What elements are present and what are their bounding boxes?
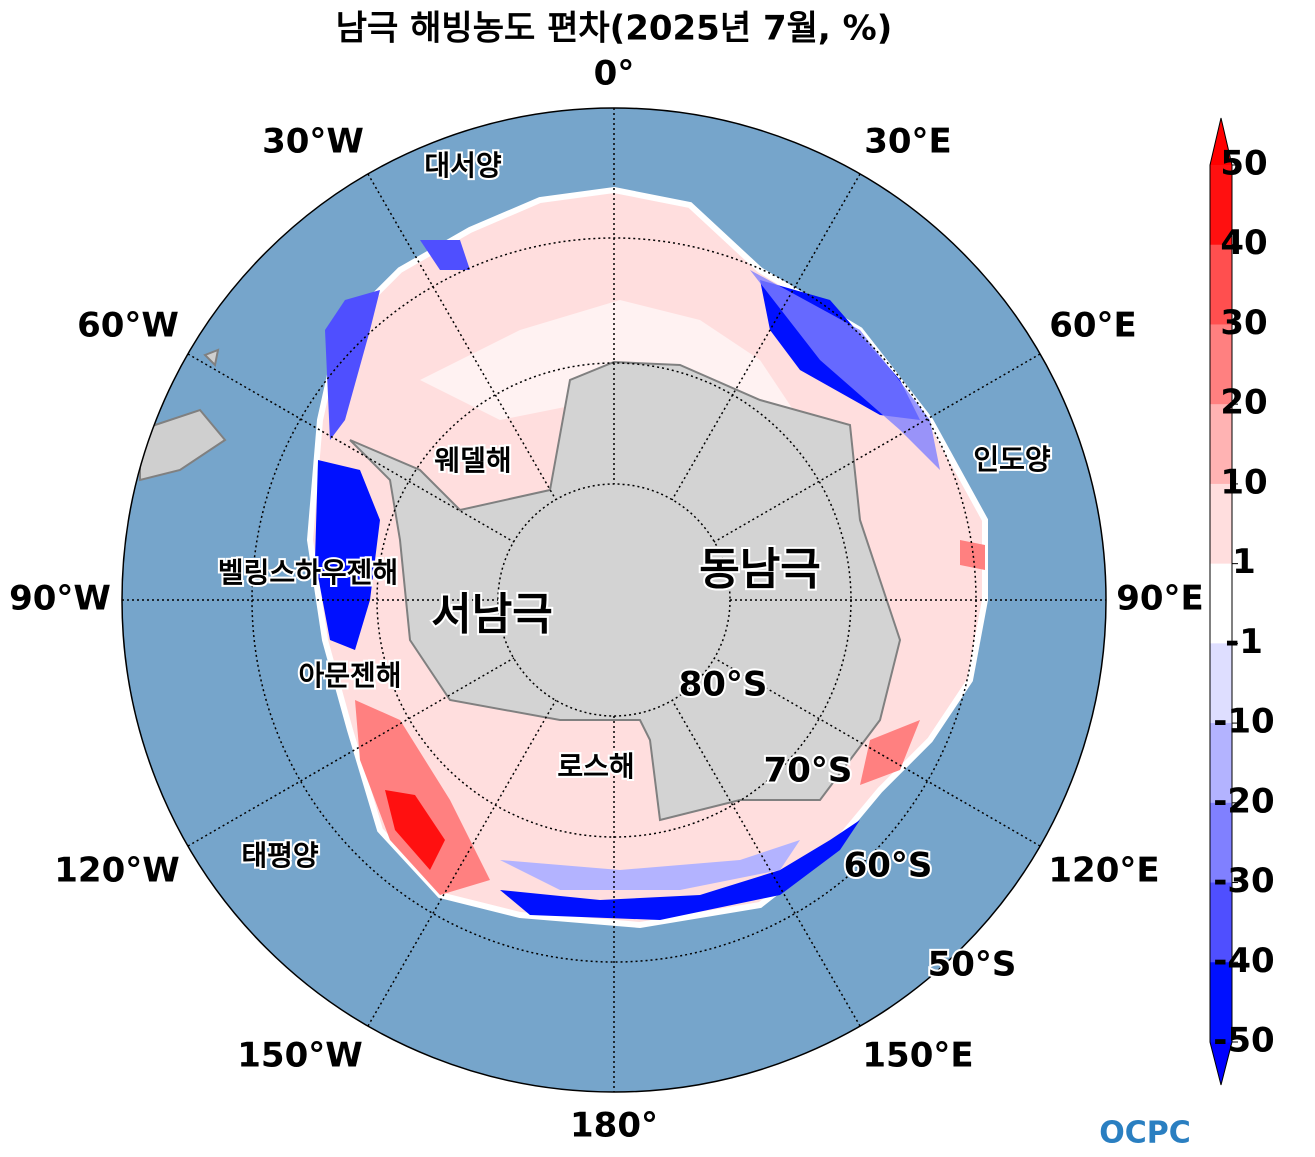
longitude-label: 120°W: [54, 851, 179, 891]
longitude-label: 30°E: [864, 122, 952, 162]
longitude-label: 60°E: [1049, 306, 1137, 346]
latitude-label: 80°S: [679, 665, 768, 705]
anomaly-negative: [325, 290, 380, 440]
longitude-label: 30°W: [262, 122, 364, 162]
region-label: 로스해: [557, 750, 634, 783]
colorbar-tick-label: 20: [1220, 383, 1267, 423]
colorbar-segment: [1210, 723, 1232, 804]
colorbar-segment: [1210, 563, 1232, 644]
graticule: [122, 108, 1106, 1092]
colorbar-tick-label: 40: [1220, 223, 1267, 263]
longitude-label: 60°W: [77, 306, 179, 346]
region-label: 벨링스하우젠해: [218, 556, 398, 589]
colorbar-tick-label: -10: [1213, 702, 1274, 742]
longitude-label: 180°: [570, 1106, 658, 1146]
latitude-label: 70°S: [764, 751, 853, 791]
region-label: 대서양: [424, 149, 502, 182]
anomaly-positive: [860, 540, 985, 785]
longitude-label: 0°: [594, 54, 635, 94]
colorbar-tick-label: 1: [1232, 542, 1256, 582]
anomaly-positive: [355, 700, 490, 895]
region-label: 웨델해: [434, 444, 511, 477]
longitude-label: 90°W: [9, 579, 111, 619]
map-body: [122, 108, 1106, 1092]
south-america: [139, 348, 227, 482]
map-frame: [121, 107, 1107, 1093]
anomaly-negative: [750, 270, 940, 470]
region-label: 인도양: [973, 443, 1051, 476]
longitude-label: 90°E: [1116, 579, 1204, 619]
colorbar-segment: [1210, 802, 1232, 884]
anomaly-negative: [500, 820, 860, 920]
region-label: 태평양: [241, 839, 319, 872]
colorbar-segment: [1210, 962, 1232, 1043]
colorbar-tick-label: -40: [1213, 941, 1274, 981]
colorbar-tick-label: 30: [1220, 303, 1267, 343]
colorbar-segment: [1210, 244, 1232, 325]
longitude-label: 150°W: [237, 1036, 362, 1076]
colorbar-segment: [1210, 643, 1232, 724]
colorbar-tick-label: -1: [1225, 622, 1263, 662]
longitude-label: 120°E: [1048, 851, 1159, 891]
colorbar-tick-label: -20: [1213, 781, 1274, 821]
anomaly-negative: [315, 460, 380, 650]
map-title: 남극 해빙농도 편차(2025년 7월, %): [336, 9, 893, 49]
longitude-label: 150°E: [862, 1036, 973, 1076]
anomaly-negative: [500, 840, 800, 890]
colorbar-extend: [1210, 1042, 1232, 1085]
colorbar-segment: [1210, 324, 1232, 405]
colorbar-segment: [1210, 882, 1232, 963]
colorbar-tick-label: -30: [1213, 861, 1274, 901]
colorbar-segment: [1210, 165, 1232, 246]
colorbar-tick-label: 10: [1220, 462, 1267, 502]
latitude-label: 60°S: [844, 846, 933, 886]
colorbar-tick-label: 50: [1220, 144, 1267, 184]
region-label: 동남극: [699, 544, 820, 595]
colorbar-extend: [1210, 118, 1232, 165]
antarctica: [349, 360, 902, 822]
colorbar-tick-label: -50: [1213, 1021, 1274, 1061]
anomaly-negative: [420, 240, 470, 270]
region-label: 서남극: [431, 589, 552, 640]
anomaly-positive: [385, 790, 445, 870]
colorbar-segment: [1210, 404, 1232, 485]
logo: OCPC: [1099, 1116, 1191, 1151]
colorbar-segment: [1210, 483, 1232, 565]
region-label: 아문젠해: [298, 659, 401, 692]
latitude-label: 50°S: [928, 945, 1017, 985]
